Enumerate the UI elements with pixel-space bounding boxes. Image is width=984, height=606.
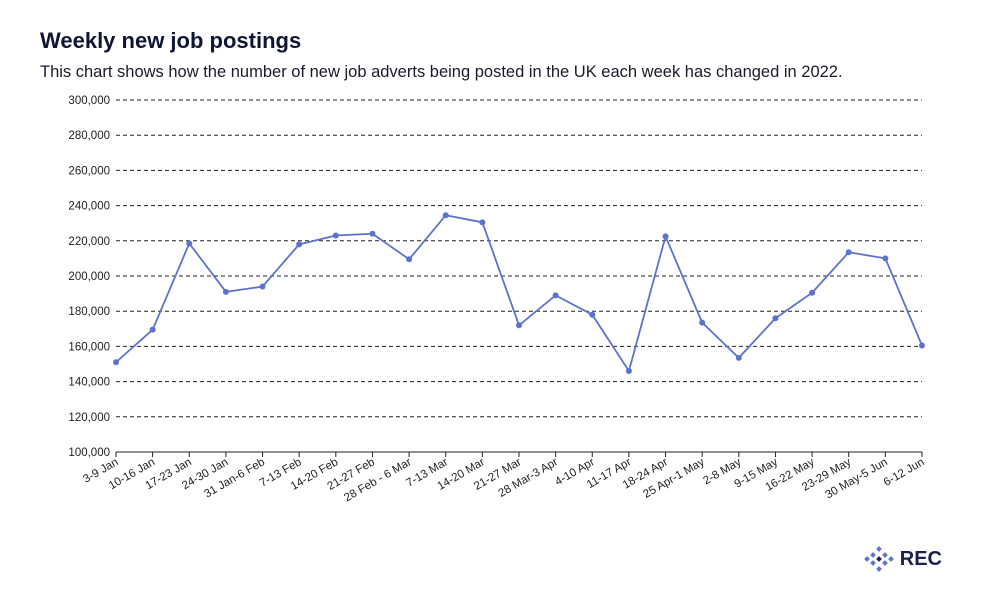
y-tick-label: 220,000	[68, 236, 110, 248]
data-point	[919, 342, 925, 349]
y-tick-label: 300,000	[68, 95, 110, 107]
x-tick-label: 6-12 Jun	[882, 456, 927, 489]
data-point	[662, 233, 669, 240]
y-tick-label: 260,000	[68, 165, 110, 177]
data-point	[845, 249, 852, 256]
x-tick-label: 30 May-5 Jun	[824, 456, 890, 501]
data-point	[809, 289, 816, 296]
rec-diamond-logo-icon	[863, 546, 894, 572]
data-point	[589, 311, 596, 318]
y-tick-label: 240,000	[68, 201, 110, 213]
data-point	[735, 354, 742, 361]
data-point	[479, 219, 486, 226]
data-point	[406, 256, 413, 263]
data-point	[442, 212, 449, 219]
chart-subtitle: This chart shows how the number of new j…	[40, 63, 843, 81]
series-layer	[113, 212, 925, 375]
data-point	[516, 322, 522, 329]
chart-title: Weekly new job postings	[40, 28, 302, 53]
data-point	[882, 255, 889, 262]
gridlines	[116, 99, 922, 418]
y-tick-label: 200,000	[68, 271, 110, 283]
series-line	[115, 214, 923, 372]
data-point	[332, 232, 339, 239]
data-point	[699, 319, 706, 326]
y-tick-label: 120,000	[68, 412, 110, 424]
data-point	[369, 230, 376, 237]
y-tick-label: 280,000	[68, 130, 110, 142]
data-point	[113, 359, 119, 366]
y-tick-label: 140,000	[68, 377, 110, 389]
data-point	[772, 315, 779, 322]
data-point	[259, 283, 266, 290]
rec-logo: REC	[863, 546, 942, 572]
y-tick-label: 180,000	[68, 306, 110, 318]
rec-logo-text: REC	[899, 547, 942, 570]
data-point	[625, 368, 632, 375]
y-tick-label: 100,000	[68, 447, 110, 459]
data-point	[552, 292, 559, 299]
y-tick-label: 160,000	[68, 341, 110, 353]
data-point	[296, 241, 303, 248]
data-point	[149, 326, 156, 333]
data-point	[222, 288, 229, 295]
data-point	[186, 240, 193, 247]
y-axis: 100,000 120,000 140,000 160,000 180,000 200,0…	[68, 95, 110, 459]
